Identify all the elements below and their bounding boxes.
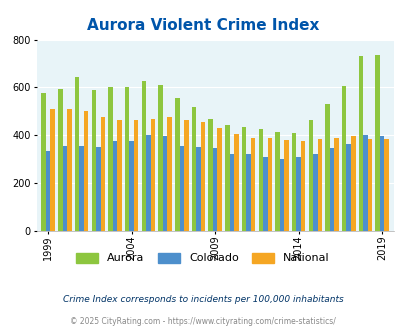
Bar [196, 147, 200, 231]
Bar [113, 141, 117, 231]
Bar [208, 118, 212, 231]
Bar [296, 157, 300, 231]
Bar [234, 134, 238, 231]
Bar [241, 127, 246, 231]
Text: Aurora Violent Crime Index: Aurora Violent Crime Index [87, 18, 318, 33]
Bar [212, 148, 217, 231]
Bar [350, 137, 355, 231]
Bar [367, 139, 371, 231]
Bar [50, 109, 55, 231]
Bar [275, 132, 279, 231]
Bar [96, 147, 100, 231]
Bar [100, 117, 105, 231]
Text: © 2025 CityRating.com - https://www.cityrating.com/crime-statistics/: © 2025 CityRating.com - https://www.city… [70, 317, 335, 326]
Bar [158, 85, 162, 231]
Bar [67, 109, 72, 231]
Bar [262, 157, 267, 231]
Bar [384, 139, 388, 231]
Bar [75, 77, 79, 231]
Bar [117, 120, 121, 231]
Bar [229, 154, 234, 231]
Bar [362, 135, 367, 231]
Bar [183, 120, 188, 231]
Bar [308, 120, 312, 231]
Bar [134, 120, 138, 231]
Legend: Aurora, Colorado, National: Aurora, Colorado, National [72, 249, 333, 267]
Bar [146, 135, 150, 231]
Bar [284, 140, 288, 231]
Bar [200, 122, 205, 231]
Bar [267, 138, 271, 231]
Bar [84, 112, 88, 231]
Bar [41, 93, 46, 231]
Bar [379, 137, 384, 231]
Bar [108, 87, 113, 231]
Bar [279, 159, 283, 231]
Text: Crime Index corresponds to incidents per 100,000 inhabitants: Crime Index corresponds to incidents per… [62, 295, 343, 304]
Bar [358, 56, 362, 231]
Bar [375, 55, 379, 231]
Bar [79, 146, 84, 231]
Bar [162, 137, 167, 231]
Bar [58, 89, 62, 231]
Bar [300, 141, 305, 231]
Bar [329, 148, 333, 231]
Bar [291, 133, 296, 231]
Bar [129, 141, 134, 231]
Bar [191, 107, 196, 231]
Bar [246, 154, 250, 231]
Bar [324, 104, 329, 231]
Bar [46, 151, 50, 231]
Bar [217, 128, 222, 231]
Bar [333, 138, 338, 231]
Bar [125, 87, 129, 231]
Bar [258, 129, 262, 231]
Bar [341, 86, 345, 231]
Bar [175, 98, 179, 231]
Bar [250, 138, 255, 231]
Bar [141, 82, 146, 231]
Bar [345, 144, 350, 231]
Bar [224, 124, 229, 231]
Bar [312, 154, 317, 231]
Bar [91, 90, 96, 231]
Bar [317, 139, 321, 231]
Bar [179, 146, 183, 231]
Bar [62, 146, 67, 231]
Bar [167, 117, 171, 231]
Bar [150, 118, 155, 231]
